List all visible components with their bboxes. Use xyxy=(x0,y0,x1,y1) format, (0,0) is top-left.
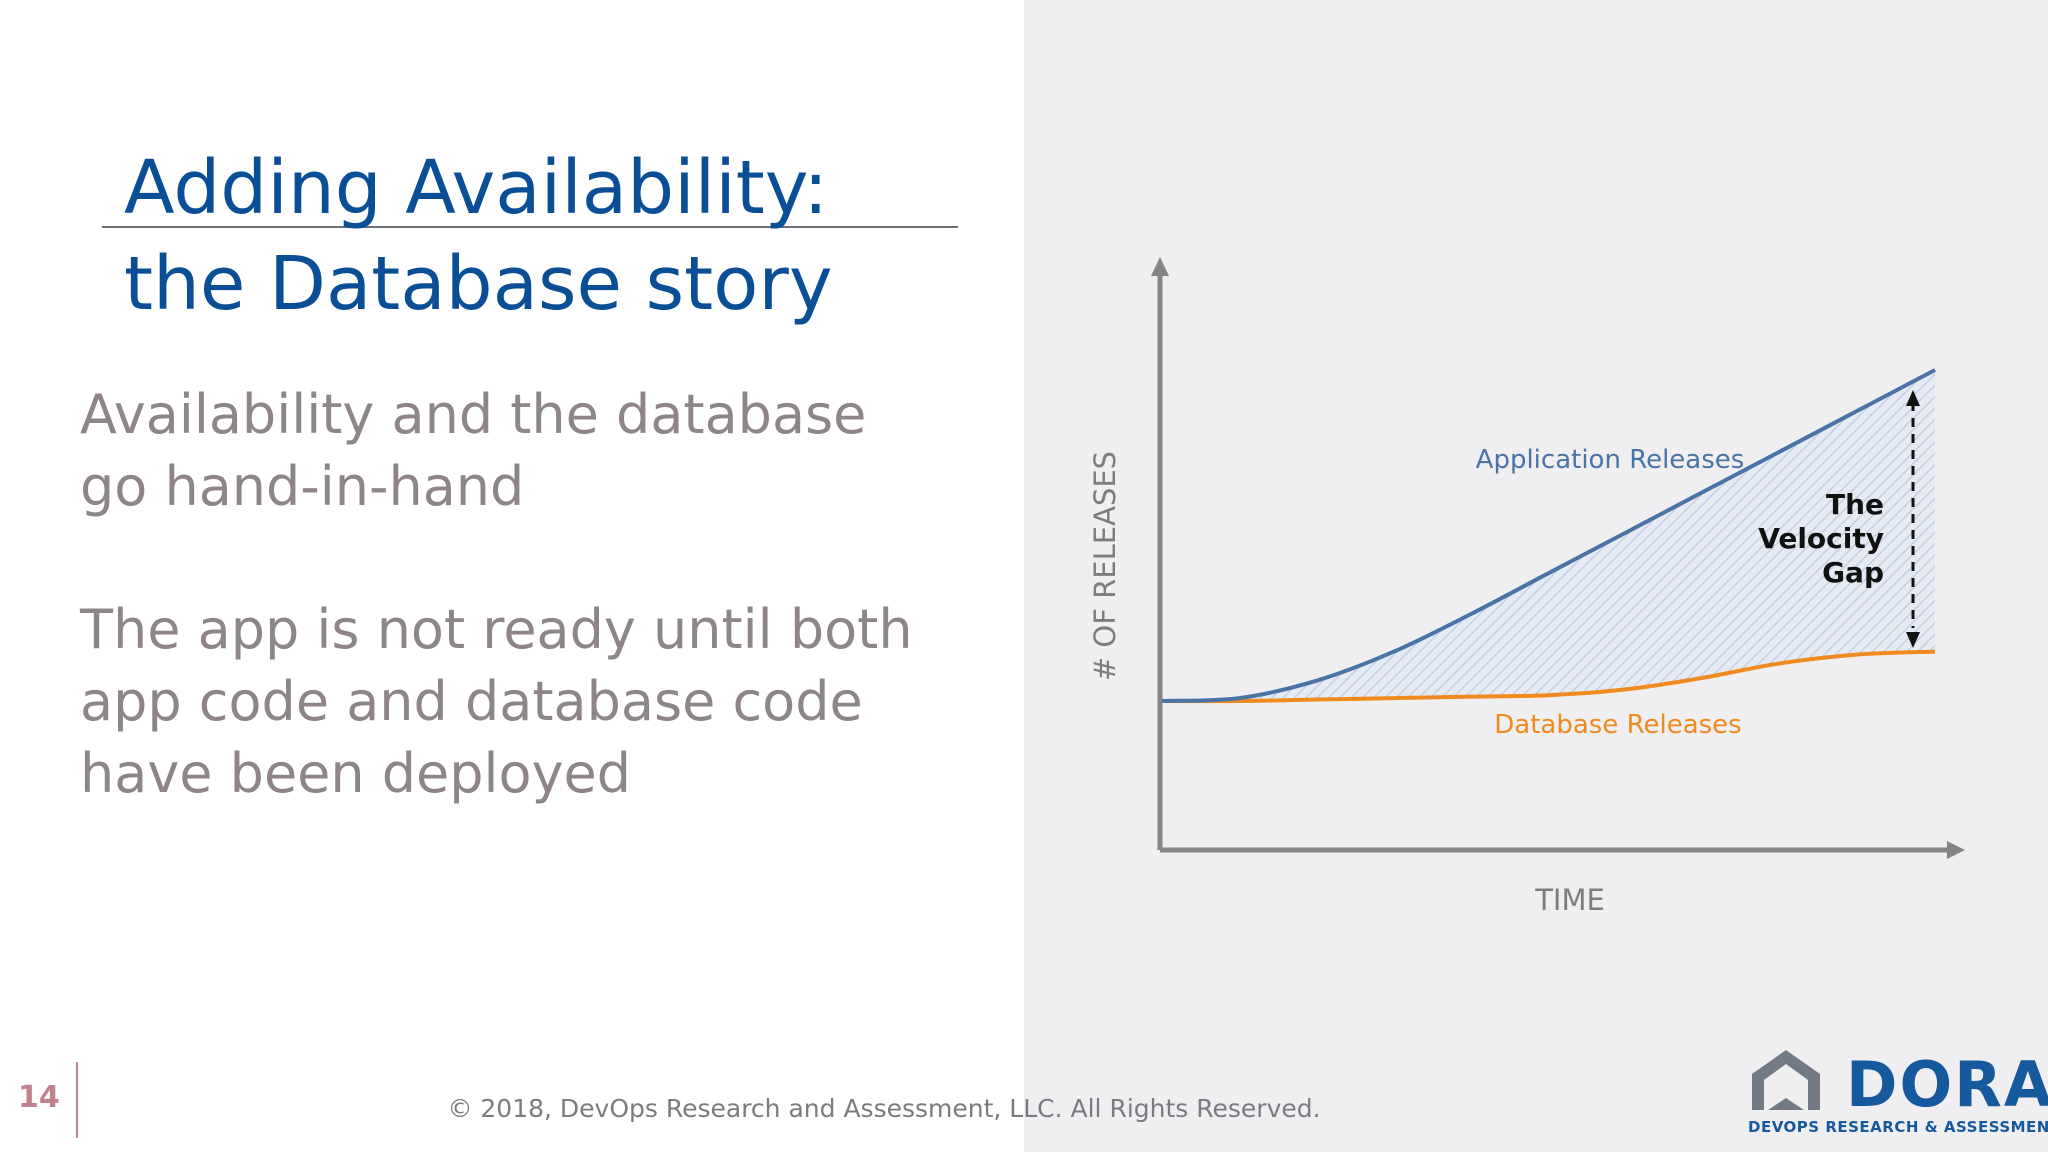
title-underline xyxy=(102,226,958,228)
dora-logo: DORA DEVOPS RESEARCH & ASSESSMENT xyxy=(1746,1044,2048,1136)
y-axis-arrowhead xyxy=(1151,257,1169,276)
x-axis-arrowhead xyxy=(1947,841,1965,859)
velocity-gap-label-line-2: Velocity xyxy=(1758,522,1884,555)
velocity-gap-label-line-3: Gap xyxy=(1822,556,1884,589)
series-line-database-releases xyxy=(1161,649,1936,704)
body-paragraph-1: Availability and the database go hand-in… xyxy=(80,379,866,523)
page-number: 14 xyxy=(18,1080,60,1115)
velocity-gap-arrowhead-top xyxy=(1906,390,1920,406)
slide-title: Adding Availability: the Database story xyxy=(124,140,833,332)
copyright-footer: © 2018, DevOps Research and Assessment, … xyxy=(447,1094,1321,1123)
body-paragraph-2-line-1: The app is not ready until both xyxy=(80,598,913,661)
house-icon xyxy=(1752,1050,1820,1110)
body-paragraph-1-line-1: Availability and the database xyxy=(80,383,867,446)
series-line-application-releases xyxy=(1161,368,1936,703)
left-panel xyxy=(0,0,1024,1152)
y-axis-label: # OF RELEASES xyxy=(1088,451,1122,681)
logo-subtitle: DEVOPS RESEARCH & ASSESSMENT xyxy=(1748,1118,2048,1136)
body-paragraph-1-line-2: go hand-in-hand xyxy=(80,455,525,518)
page-number-divider xyxy=(76,1062,78,1138)
series-label-database-releases: Database Releases xyxy=(1494,710,1741,740)
body-paragraph-2-line-3: have been deployed xyxy=(80,742,632,805)
velocity-gap-area xyxy=(1162,370,1935,702)
slide-title-line-2: the Database story xyxy=(124,241,833,327)
body-paragraph-2-line-2: app code and database code xyxy=(80,670,863,733)
logo-wordmark: DORA xyxy=(1846,1048,2048,1121)
slide-title-line-1: Adding Availability: xyxy=(124,145,829,231)
velocity-gap-label-line-1: The xyxy=(1826,488,1884,521)
x-axis-label: TIME xyxy=(1534,883,1605,917)
velocity-gap-arrowhead-bottom xyxy=(1906,632,1920,648)
body-paragraph-2: The app is not ready until both app code… xyxy=(80,594,913,810)
series-label-application-releases: Application Releases xyxy=(1476,445,1745,475)
